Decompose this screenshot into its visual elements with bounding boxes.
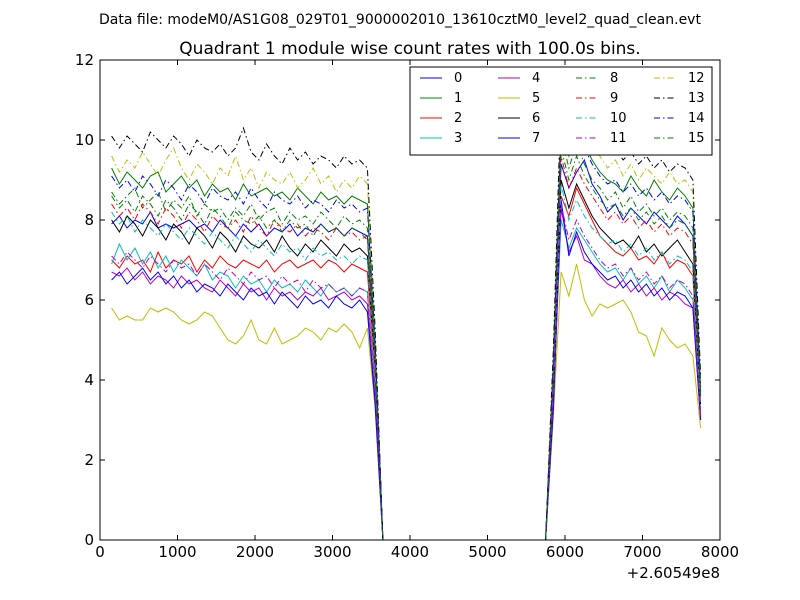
- series-line-1: [111, 123, 702, 541]
- y-tick-label: 4: [84, 371, 94, 389]
- legend-label-12: 12: [688, 71, 705, 86]
- series-line-4: [111, 207, 702, 541]
- x-offset-label: +2.60549e8: [627, 564, 720, 582]
- legend-label-8: 8: [610, 71, 618, 86]
- legend-label-11: 11: [610, 131, 627, 146]
- y-tick-label: 10: [75, 131, 94, 149]
- legend-label-15: 15: [688, 131, 705, 146]
- series-line-6: [111, 179, 702, 541]
- series-line-5: [111, 263, 702, 541]
- legend-label-2: 2: [454, 111, 462, 126]
- series-line-10: [111, 183, 702, 541]
- x-tick-label: 1000: [158, 543, 196, 561]
- legend-label-6: 6: [532, 111, 540, 126]
- legend-label-0: 0: [454, 71, 462, 86]
- y-tick-label: 8: [84, 211, 94, 229]
- series-line-2: [111, 186, 702, 541]
- data-file-suptitle: Data file: modeM0/AS1G08_029T01_90000020…: [99, 12, 701, 28]
- series-line-0: [111, 158, 702, 541]
- series-line-15: [111, 147, 702, 541]
- series-line-13: [111, 91, 702, 541]
- legend-label-13: 13: [688, 91, 705, 106]
- series-line-8: [111, 135, 702, 541]
- legend-label-14: 14: [688, 111, 705, 126]
- legend-label-4: 4: [532, 71, 540, 86]
- plot-area: [111, 91, 702, 541]
- axis-ticks: 0 1000 2000 3000 4000 5000 6000 7000 80000246810…: [75, 51, 739, 561]
- y-tick-label: 6: [84, 291, 94, 309]
- y-tick-label: 2: [84, 451, 94, 469]
- x-tick-label: 2000: [236, 543, 274, 561]
- legend-label-10: 10: [610, 111, 627, 126]
- x-tick-label: 5000: [468, 543, 506, 561]
- x-tick-label: 7000: [623, 543, 661, 561]
- legend-label-1: 1: [454, 91, 462, 106]
- legend-label-5: 5: [532, 91, 540, 106]
- y-tick-label: 0: [84, 531, 94, 549]
- series-line-3: [111, 219, 702, 541]
- legend-label-7: 7: [532, 131, 540, 146]
- x-tick-label: 3000: [313, 543, 351, 561]
- series-line-14: [111, 119, 702, 541]
- legend-box: [409, 66, 713, 156]
- legend-label-9: 9: [610, 91, 618, 106]
- chart-title: Quadrant 1 module wise count rates with …: [179, 39, 640, 59]
- series-line-7: [111, 199, 702, 541]
- series-line-9: [111, 155, 702, 541]
- x-tick-label: 6000: [546, 543, 584, 561]
- x-tick-label: 8000: [701, 543, 739, 561]
- legend-label-3: 3: [454, 131, 462, 146]
- series-line-11: [111, 203, 702, 541]
- series-line-12: [111, 103, 702, 541]
- y-tick-label: 12: [75, 51, 94, 69]
- x-tick-label: 0: [95, 543, 105, 561]
- x-tick-label: 4000: [391, 543, 429, 561]
